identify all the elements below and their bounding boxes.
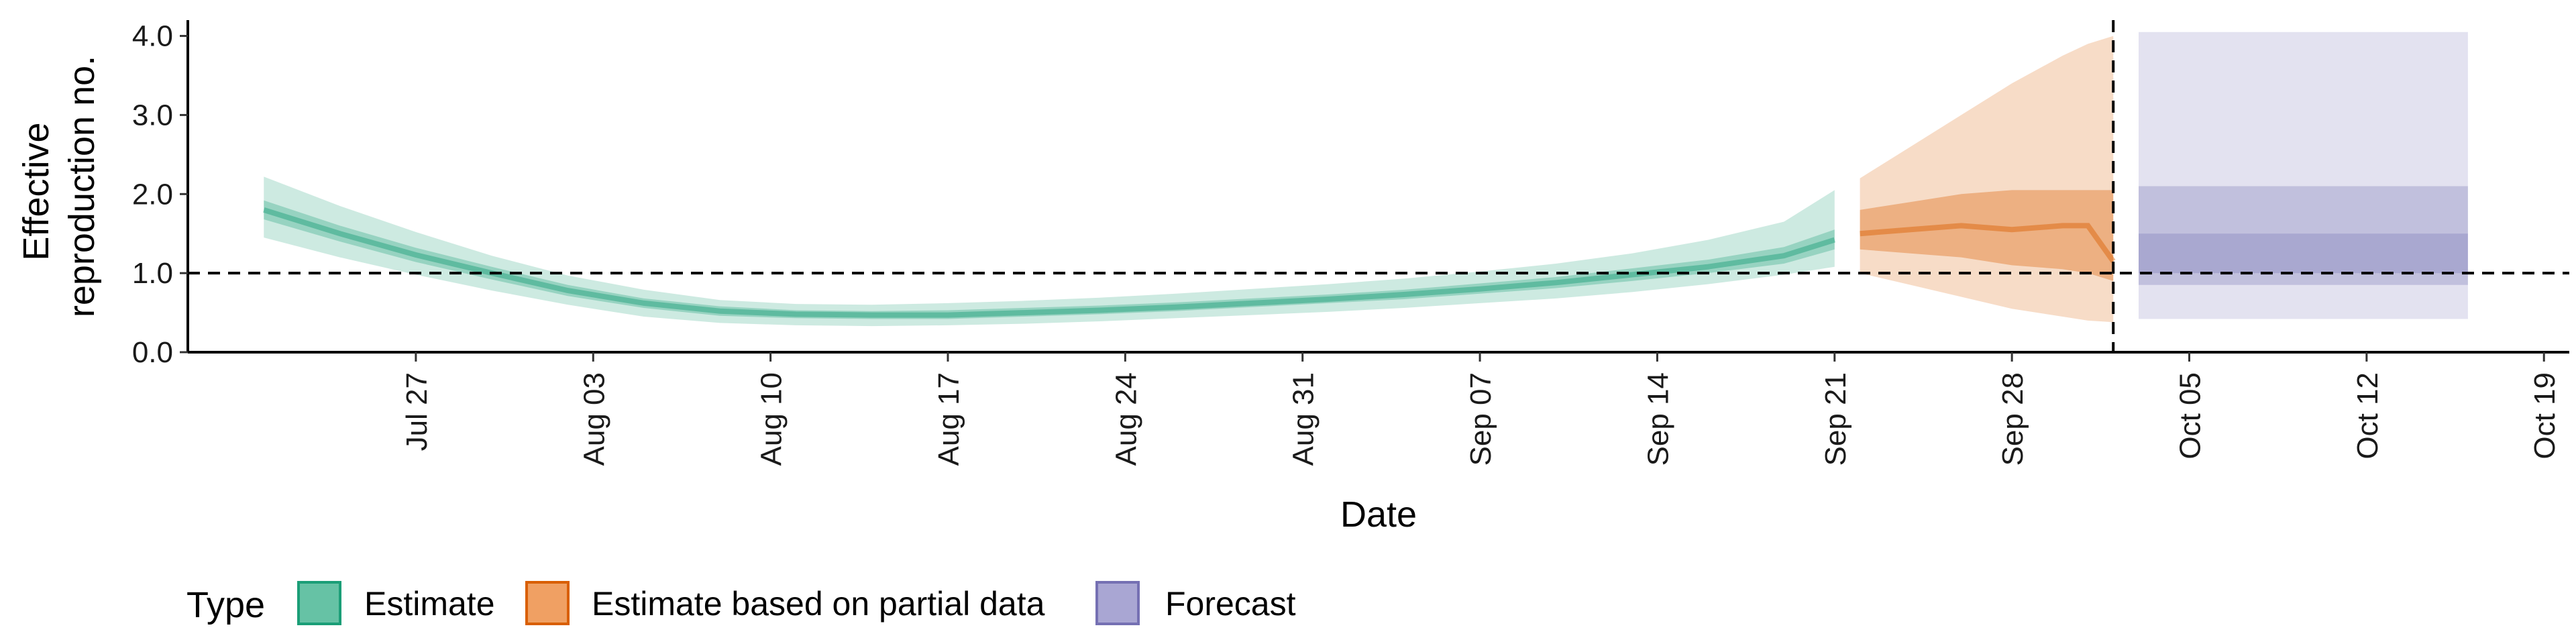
x-tick-label: Oct 12 (2351, 372, 2384, 460)
legend-label: Estimate (364, 585, 495, 623)
legend-swatch (525, 581, 570, 625)
y-tick-label: 3.0 (132, 99, 173, 131)
forecast-20-band (2139, 233, 2468, 274)
x-tick-label: Aug 24 (1110, 372, 1142, 466)
x-axis-ticks: Jul 27 Aug 03 Aug 10 Aug 17 Aug 24 Aug 31 Sep … (400, 352, 2561, 466)
forecast-50-band (2139, 186, 2468, 285)
legend: Type Estimate Estimate based on partial d… (186, 581, 1296, 625)
estimate-50-band (264, 200, 1835, 319)
legend-title: Type (186, 585, 265, 625)
x-tick-label: Aug 17 (932, 372, 965, 466)
legend-label: Forecast (1165, 585, 1296, 623)
y-tick-label: 0.0 (132, 336, 173, 369)
x-tick-label: Sep 07 (1464, 372, 1497, 466)
legend-label: Estimate based on partial data (592, 585, 1045, 623)
x-tick-label: Aug 10 (755, 372, 788, 466)
x-tick-label: Sep 28 (1996, 372, 2029, 466)
y-tick-label: 1.0 (132, 257, 173, 290)
axes (186, 20, 2569, 354)
reference-lines (188, 20, 2569, 352)
y-tick-label: 4.0 (132, 20, 173, 53)
y-axis-ticks: 0.0 1.0 2.0 3.0 4.0 (132, 20, 188, 369)
estimate-median-line (263, 207, 1835, 318)
x-axis-title: Date (1340, 494, 1417, 535)
partial-median-line (1860, 223, 2116, 263)
x-tick-label: Sep 21 (1819, 372, 1852, 466)
x-tick-label: Sep 14 (1642, 372, 1674, 466)
x-tick-label: Aug 03 (578, 372, 610, 466)
forecast-90-band (2139, 32, 2468, 319)
legend-swatch (297, 581, 341, 625)
bands-layer (263, 32, 2468, 327)
x-tick-label: Oct 05 (2174, 372, 2207, 460)
y-tick-label: 2.0 (132, 178, 173, 211)
estimate-90-band (264, 176, 1835, 327)
y-axis-title: Effective reproduction no. (16, 56, 102, 317)
partial-50-band (1860, 190, 2114, 281)
y-axis-title-line-1: Effective (16, 122, 56, 260)
x-tick-label: Aug 31 (1287, 372, 1320, 466)
legend-swatch (1095, 581, 1140, 625)
partial-90-band (1860, 36, 2114, 323)
x-tick-label: Oct 19 (2528, 372, 2561, 460)
x-tick-label: Jul 27 (400, 372, 433, 451)
y-axis-title-line-2: reproduction no. (62, 56, 102, 317)
